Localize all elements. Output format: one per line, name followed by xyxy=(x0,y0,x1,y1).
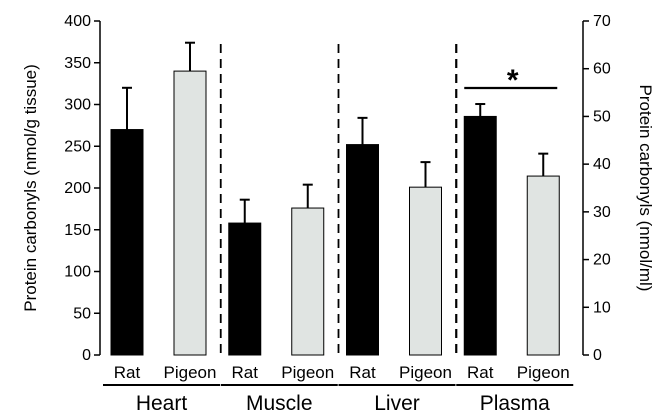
left-tick-label: 150 xyxy=(64,222,91,239)
bar xyxy=(409,186,442,356)
bar xyxy=(173,70,207,356)
significance-star: * xyxy=(507,64,519,97)
group-label: Muscle xyxy=(246,392,313,415)
right-tick-label: 40 xyxy=(593,156,611,173)
category-label: Pigeon xyxy=(281,363,334,382)
bar xyxy=(346,144,379,356)
right-y-axis: 0 10 20 30 40 50 60 70 xyxy=(582,13,611,364)
left-tick-label: 100 xyxy=(64,264,91,281)
bar xyxy=(526,175,560,356)
bar xyxy=(291,207,325,356)
bar xyxy=(228,222,262,356)
left-tick-label: 400 xyxy=(64,13,91,30)
left-tick-label: 350 xyxy=(64,55,91,72)
category-label: Pigeon xyxy=(164,363,217,382)
left-axis-title: Protein carbonyls (nmol/g tissue) xyxy=(21,64,40,312)
x-labels-layer: Rat Pigeon Heart Rat Pigeon Muscle Rat Pigeon Li… xyxy=(103,363,574,415)
annotations-layer: * xyxy=(464,64,558,97)
group-label: Plasma xyxy=(480,392,550,415)
right-tick-label: 60 xyxy=(593,61,611,78)
left-tick-label: 200 xyxy=(64,180,91,197)
bar xyxy=(463,115,497,356)
left-tick-label: 0 xyxy=(82,347,91,364)
right-tick-label: 30 xyxy=(593,204,611,221)
group-label: Heart xyxy=(136,392,188,415)
category-label: Rat xyxy=(114,363,141,382)
right-tick-label: 20 xyxy=(593,252,611,269)
right-tick-label: 0 xyxy=(593,347,602,364)
left-tick-label: 300 xyxy=(64,97,91,114)
right-axis-title: Protein carbonyls (nmol/ml) xyxy=(636,85,655,292)
left-tick-label: 250 xyxy=(64,138,91,155)
category-label: Rat xyxy=(467,363,494,382)
right-tick-label: 10 xyxy=(593,299,611,316)
group-dividers xyxy=(219,44,458,355)
bar xyxy=(110,129,144,356)
category-label: Rat xyxy=(349,363,376,382)
category-label: Rat xyxy=(232,363,259,382)
left-tick-label: 50 xyxy=(73,305,91,322)
right-tick-label: 50 xyxy=(593,108,611,125)
right-tick-label: 70 xyxy=(593,13,611,30)
left-y-axis: 0 50 100 150 200 250 300 350 400 xyxy=(64,13,101,364)
bars-layer xyxy=(110,41,560,356)
category-label: Pigeon xyxy=(399,363,452,382)
group-label: Liver xyxy=(374,392,420,415)
category-label: Pigeon xyxy=(517,363,570,382)
